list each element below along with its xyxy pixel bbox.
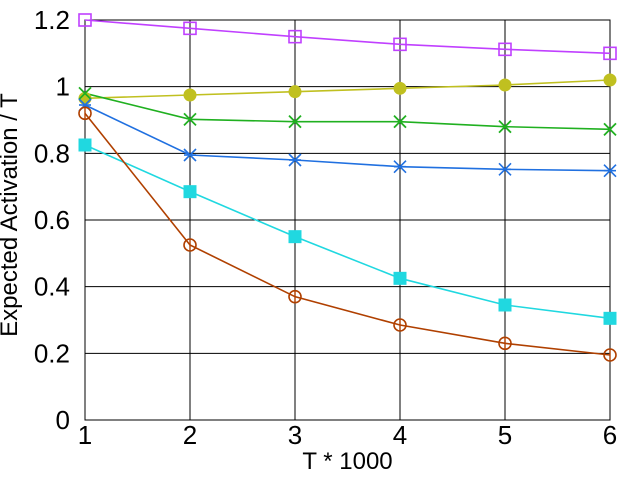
data-point bbox=[78, 106, 92, 121]
series-line-6 bbox=[84, 112, 611, 356]
data-point bbox=[498, 162, 512, 176]
data-point bbox=[498, 298, 512, 312]
data-point bbox=[183, 238, 197, 252]
x-tick-label: 4 bbox=[393, 420, 407, 450]
plot-frame bbox=[84, 19, 611, 421]
y-tick-label: 0.2 bbox=[34, 338, 70, 368]
x-tick-label: 5 bbox=[498, 420, 512, 450]
data-point bbox=[498, 120, 512, 134]
data-point bbox=[78, 138, 92, 152]
data-point bbox=[288, 29, 302, 44]
data-point bbox=[288, 230, 302, 244]
x-axis-label: T * 1000 bbox=[302, 448, 392, 475]
y-tick-label: 0.6 bbox=[34, 205, 70, 235]
data-point bbox=[393, 81, 407, 95]
data-point bbox=[498, 42, 512, 57]
data-point-stroke bbox=[183, 112, 197, 126]
data-point bbox=[288, 85, 302, 99]
data-point bbox=[393, 318, 407, 332]
data-point-stroke bbox=[78, 86, 92, 100]
data-point bbox=[603, 311, 617, 325]
data-point bbox=[603, 73, 617, 87]
data-point bbox=[393, 115, 407, 129]
data-point bbox=[183, 148, 197, 162]
x-tick-labels: 1 2 3 4 5 6 bbox=[78, 420, 617, 450]
data-point bbox=[78, 13, 92, 27]
data-point bbox=[78, 86, 92, 100]
series-line-3 bbox=[84, 92, 611, 131]
series-markers bbox=[78, 13, 617, 362]
data-point bbox=[603, 348, 617, 362]
data-point bbox=[393, 37, 407, 52]
data-point bbox=[498, 336, 512, 351]
data-point bbox=[288, 115, 302, 129]
data-point bbox=[603, 46, 617, 61]
data-point bbox=[183, 88, 197, 102]
x-tick-label: 2 bbox=[183, 420, 197, 450]
y-tick-label: 0.4 bbox=[34, 272, 70, 302]
data-point bbox=[498, 78, 512, 92]
data-point bbox=[288, 289, 302, 304]
data-point-stroke bbox=[603, 122, 617, 136]
data-point bbox=[183, 21, 197, 36]
y-tick-label: 1.2 bbox=[34, 5, 70, 35]
data-point bbox=[183, 185, 197, 199]
data-point bbox=[288, 153, 302, 167]
y-tick-labels: 0 0.2 0.4 0.6 0.8 1 1.2 bbox=[34, 5, 70, 435]
y-axis-label: Expected Activation / T bbox=[0, 93, 23, 337]
data-point bbox=[393, 271, 407, 285]
x-tick-label: 6 bbox=[603, 420, 617, 450]
x-tick-label: 1 bbox=[78, 420, 92, 450]
series-line-5 bbox=[84, 144, 611, 320]
y-tick-label: 1 bbox=[56, 72, 70, 102]
data-point bbox=[603, 122, 617, 136]
x-tick-label: 3 bbox=[288, 420, 302, 450]
data-point bbox=[603, 164, 617, 178]
y-tick-label: 0 bbox=[56, 405, 70, 435]
data-point bbox=[183, 112, 197, 126]
series-line-2 bbox=[84, 79, 611, 100]
data-point-stroke bbox=[498, 120, 512, 134]
series-lines bbox=[84, 19, 611, 356]
series-line-1 bbox=[84, 19, 611, 55]
data-point-stroke bbox=[393, 115, 407, 129]
series-line-4 bbox=[84, 104, 611, 172]
y-tick-label: 0.8 bbox=[34, 138, 70, 168]
data-point bbox=[393, 160, 407, 174]
data-point-stroke bbox=[288, 115, 302, 129]
